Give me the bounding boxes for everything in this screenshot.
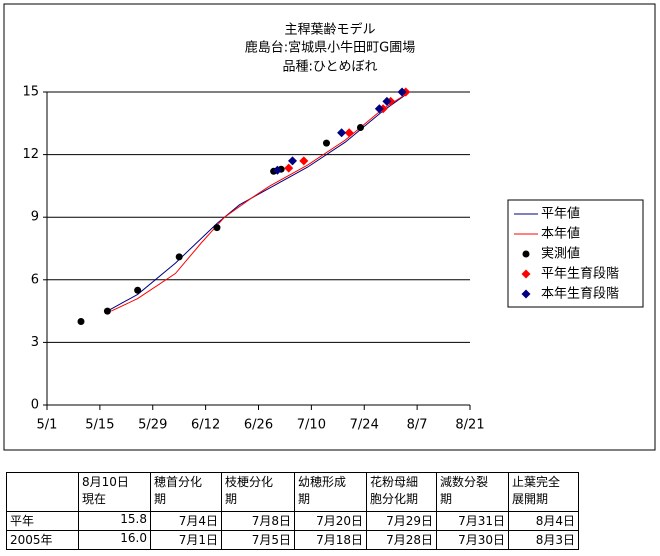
table-cell: 16.0 (78, 530, 151, 550)
header-text: 期 (154, 492, 167, 506)
legend-swatch (522, 250, 530, 258)
header-cell: 花粉母細 胞分化期 (366, 472, 437, 512)
data-point (299, 156, 309, 166)
table-row: 2005年 16.0 7月1日 7月5日 7月18日 7月28日 7月30日 8月3日 (6, 530, 579, 550)
header-text: 期 (225, 492, 238, 506)
table-row: 平年 15.8 7月4日 7月8日 7月20日 7月29日 7月31日 8月4日 (6, 511, 579, 531)
chart: 主稈葉齢モデル 鹿島台:宮城県小牛田町G圃場 品種:ひとめぼれ 0 3 6 9 12 15… (3, 3, 656, 451)
chart-subtitle: 品種:ひとめぼれ (283, 59, 378, 75)
header-text: 期 (440, 492, 453, 506)
data-point (322, 139, 330, 147)
legend-label: 本年生育段階 (541, 286, 619, 302)
header-text: 胞分化期 (370, 492, 419, 506)
x-tick-label: 6/26 (244, 418, 273, 433)
table-cell: 7月30日 (436, 530, 509, 550)
legend-swatch (521, 289, 531, 299)
header-cell: 減数分裂期 (436, 472, 509, 512)
header-text: 現在 (82, 492, 107, 506)
legend-label: 平年生育段階 (541, 266, 619, 282)
table-cell: 平年 (6, 511, 79, 531)
legend-label: 実測値 (541, 246, 580, 262)
y-tick-label: 15 (22, 85, 39, 100)
data-point (397, 87, 407, 97)
table-cell: 7月4日 (150, 511, 222, 531)
header-text: 減数分裂 (440, 475, 489, 489)
data-point (175, 253, 183, 261)
data-point (77, 318, 85, 326)
table-cell: 7月18日 (294, 530, 367, 550)
x-tick-label: 5/15 (85, 418, 114, 433)
table-cell: 7月1日 (150, 530, 222, 550)
table-cell: 7月20日 (294, 511, 367, 531)
table-cell: 8月3日 (508, 530, 579, 550)
chart-subtitle: 鹿島台:宮城県小牛田町G圃場 (245, 40, 415, 56)
data-point (272, 165, 282, 175)
x-tick-label: 8/21 (455, 418, 484, 433)
table-cell: 2005年 (6, 530, 79, 550)
y-tick-label: 3 (31, 335, 39, 350)
data-point (382, 96, 392, 106)
header-text: 展開期 (512, 492, 549, 506)
data-point (374, 104, 384, 114)
data-point (356, 123, 364, 131)
legend-label: 本年値 (541, 226, 580, 242)
header-cell (6, 472, 79, 512)
data-point (337, 128, 347, 138)
x-tick-label: 7/24 (350, 418, 379, 433)
x-tick-label: 8/7 (407, 418, 428, 433)
data-point (103, 307, 111, 315)
table-cell: 8月4日 (508, 511, 579, 531)
header-text: 花粉母細 (370, 475, 419, 489)
header-text: 止葉完全 (512, 475, 561, 489)
table-cell: 7月29日 (366, 511, 437, 531)
header-text: 8月10日 (82, 475, 129, 489)
x-tick-label: 5/29 (138, 418, 167, 433)
header-cell: 穂首分化期 (150, 472, 222, 512)
data-point (287, 156, 297, 166)
table-cell: 7月8日 (221, 511, 295, 531)
header-cell: 枝梗分化期 (221, 472, 295, 512)
y-tick-label: 9 (31, 210, 39, 225)
data-point (134, 286, 142, 294)
header-text: 穂首分化 (154, 475, 203, 489)
table-cell: 7月5日 (221, 530, 295, 550)
header-cell: 8月10日現在 (78, 472, 151, 512)
y-tick-label: 12 (22, 147, 39, 162)
header-cell: 止葉完全 展開期 (508, 472, 579, 512)
x-tick-label: 6/12 (191, 418, 220, 433)
header-cell: 幼穂形成期 (294, 472, 367, 512)
data-point (344, 128, 354, 138)
table-cell: 15.8 (78, 511, 151, 531)
x-tick-label: 5/1 (37, 418, 58, 433)
data-point (213, 224, 221, 232)
header-text: 幼穂形成 (298, 475, 347, 489)
chart-title: 主稈葉齢モデル (284, 22, 375, 38)
header-text: 期 (298, 492, 311, 506)
legend-box (507, 199, 644, 308)
y-tick-label: 6 (31, 272, 39, 287)
x-tick-label: 7/10 (297, 418, 326, 433)
legend-label: 平年値 (541, 206, 580, 222)
stage-table: 8月10日 現在 穂首分化期枝梗分化期幼穂形成期花粉母細 胞分化期 減数分裂期止葉完全展… (6, 472, 579, 550)
header-text: 枝梗分化 (225, 475, 274, 489)
table-cell: 7月28日 (366, 530, 437, 550)
header-row: 8月10日 現在 穂首分化期枝梗分化期幼穂形成期花粉母細 胞分化期 減数分裂期止葉完全展… (6, 472, 579, 512)
table-cell: 7月31日 (436, 511, 509, 531)
legend-swatch (521, 269, 531, 279)
data-point (284, 163, 294, 173)
y-tick-label: 0 (31, 398, 39, 413)
